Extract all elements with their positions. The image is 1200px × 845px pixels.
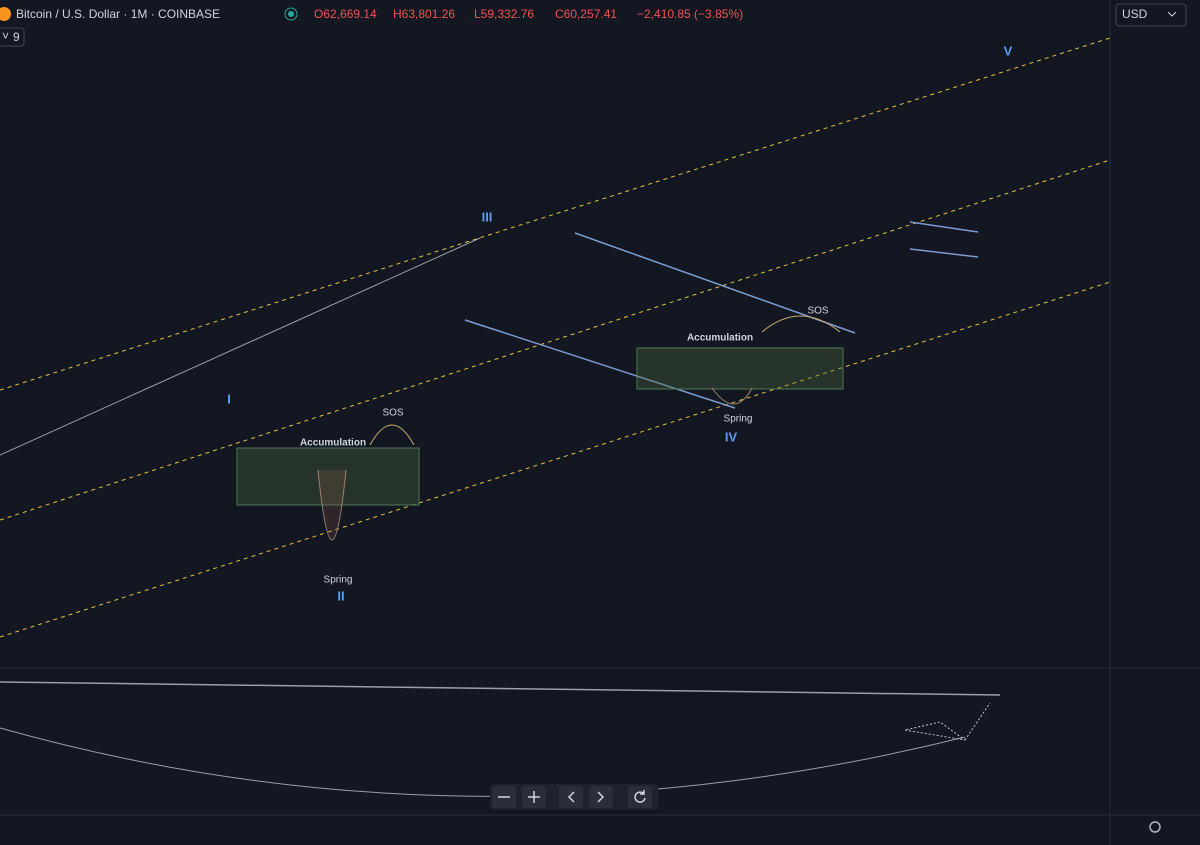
- annotation: Spring: [324, 575, 353, 586]
- currency-caret: [1167, 11, 1177, 17]
- wave-label: I: [227, 391, 231, 406]
- nav-controls: [490, 784, 658, 810]
- rsi-trend-line: [0, 681, 1001, 696]
- reset-icon: [634, 790, 646, 803]
- channel-line: [0, 37, 1111, 391]
- wave-label: II: [337, 588, 344, 603]
- annotation: Accumulation: [300, 438, 366, 449]
- ohlc-high: H63,801.26: [393, 7, 455, 21]
- spring-curve: [711, 387, 753, 405]
- channel-line: [0, 159, 1111, 521]
- annotation: SOS: [807, 306, 828, 317]
- zoom-in-icon: [528, 791, 540, 803]
- sos-arc: [369, 424, 415, 446]
- scroll-left-button[interactable]: [559, 786, 583, 808]
- sos-arc: [761, 315, 841, 333]
- currency-label: USD: [1122, 7, 1148, 21]
- flag-line: [909, 248, 979, 258]
- currency-select[interactable]: [1115, 3, 1187, 27]
- settings-button[interactable]: [1149, 821, 1161, 833]
- scroll-left-icon: [567, 791, 575, 803]
- flag-line: [909, 221, 979, 233]
- wave-label: IV: [725, 429, 738, 444]
- ohlc-close: C60,257.41: [555, 7, 617, 21]
- wave-label: V: [1004, 43, 1013, 58]
- wave-label: III: [482, 209, 493, 224]
- ohlc-change: −2,410.85 (−3.85%): [637, 7, 743, 21]
- channel-line: [0, 281, 1111, 638]
- reset-button[interactable]: [628, 786, 652, 808]
- indicator-arrow: ˅: [2, 29, 9, 43]
- accumulation-box: [636, 347, 844, 390]
- trend-line: [0, 237, 481, 456]
- rsi-arc: [0, 727, 966, 797]
- indicator-count: 9: [13, 30, 20, 44]
- drawings: [0, 37, 1111, 638]
- annotation: SOS: [382, 408, 403, 419]
- trend-line: [464, 319, 736, 409]
- ohlc-open: O62,669.14: [314, 7, 377, 21]
- annotation: Spring: [724, 414, 753, 425]
- ohlc-low: L59,332.76: [474, 7, 534, 21]
- scroll-right-button[interactable]: [589, 786, 613, 808]
- indicator-toggle[interactable]: [0, 27, 25, 47]
- scroll-right-icon: [597, 791, 605, 803]
- header-bar: [0, 0, 1105, 28]
- annotation: Accumulation: [687, 333, 753, 344]
- spring-curve: [317, 469, 347, 541]
- rsi-projection: [904, 702, 991, 741]
- symbol-title: Bitcoin / U.S. Dollar · 1M · COINBASE: [16, 7, 220, 21]
- market-status: [284, 7, 298, 21]
- coin-icon: [0, 7, 11, 21]
- accumulation-box: [236, 447, 420, 506]
- market-status-dot: [288, 11, 294, 17]
